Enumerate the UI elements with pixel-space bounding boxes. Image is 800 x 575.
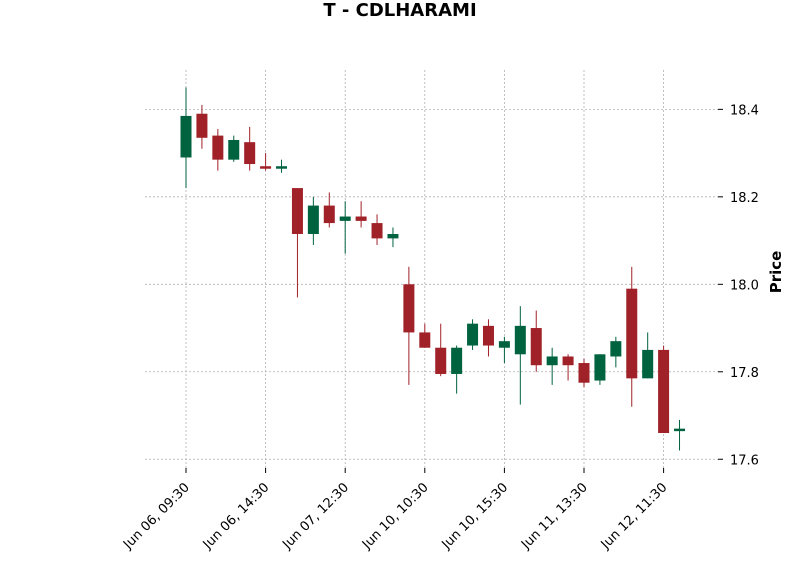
x-tick-label: Jun 06, 09:30 <box>120 480 193 553</box>
x-tick-label: Jun 07, 12:30 <box>279 480 352 553</box>
candle-up <box>180 87 192 189</box>
candle-body <box>594 354 606 381</box>
candle-body <box>674 428 686 432</box>
candle-body <box>403 284 415 333</box>
candle-body <box>355 216 367 221</box>
grid <box>145 70 718 468</box>
y-tick-label: 17.6 <box>730 453 759 468</box>
candle-body <box>307 205 319 235</box>
candle-down <box>260 153 272 171</box>
candle-down <box>658 345 670 434</box>
candle-body <box>578 363 590 383</box>
candle-up <box>546 347 558 385</box>
candle-body <box>228 139 240 160</box>
candle-up <box>467 319 479 350</box>
candle-down <box>419 323 431 348</box>
x-tick-label: Jun 06, 14:30 <box>200 480 273 553</box>
y-tick-label: 18.4 <box>730 103 759 118</box>
candle-up <box>610 336 622 368</box>
candle-body <box>482 325 494 346</box>
candle-down <box>482 319 494 357</box>
candle-down <box>435 323 447 377</box>
candle-up <box>339 201 351 254</box>
candle-up <box>387 227 399 248</box>
candle-body <box>244 142 256 165</box>
candle-body <box>610 341 622 357</box>
candle-body <box>419 332 431 348</box>
candle-down <box>323 192 335 228</box>
candle-down <box>244 126 256 171</box>
candle-down <box>196 104 208 149</box>
candle-up <box>307 196 319 245</box>
candle-body <box>339 216 351 221</box>
candle-up <box>228 135 240 162</box>
candle-down <box>626 266 638 407</box>
candle-up <box>498 336 510 364</box>
candle-up <box>451 345 463 394</box>
y-axis: 17.6 17.8 18.0 18.2 18.4 <box>718 103 759 468</box>
y-tick-label: 18.2 <box>730 191 759 206</box>
candle-up <box>674 419 686 451</box>
x-tick-label: Jun 11, 13:30 <box>518 480 591 553</box>
candle-up <box>642 332 654 379</box>
candle-body <box>276 166 288 169</box>
y-axis-label: Price <box>767 251 785 294</box>
candle-down <box>355 201 367 228</box>
candle-body <box>530 328 542 366</box>
candle-body <box>180 115 192 158</box>
candle-down <box>578 358 590 388</box>
y-tick-label: 18.0 <box>730 278 759 293</box>
candle-body <box>291 188 303 235</box>
candle-body <box>467 323 479 346</box>
x-tick-label: Jun 12, 11:30 <box>598 480 671 553</box>
candle-body <box>196 113 208 138</box>
candle-body <box>642 349 654 379</box>
x-tick-label: Jun 10, 15:30 <box>439 480 512 553</box>
candles <box>180 87 686 451</box>
candle-down <box>371 214 383 245</box>
candle-body <box>371 223 383 239</box>
candle-body <box>562 356 574 366</box>
candle-body <box>260 166 272 169</box>
candle-down <box>562 354 574 381</box>
candle-body <box>323 205 335 224</box>
candle-body <box>626 288 638 379</box>
candle-down <box>530 310 542 372</box>
candle-down <box>403 266 415 385</box>
chart-title: T - CDLHARAMI <box>323 0 477 21</box>
candle-up <box>514 306 526 405</box>
candle-body <box>546 356 558 366</box>
candle-body <box>498 341 510 348</box>
candle-body <box>435 347 447 374</box>
x-axis: Jun 06, 09:30 Jun 06, 14:30 Jun 07, 12:30 J… <box>120 468 670 553</box>
y-tick-label: 17.8 <box>730 366 759 381</box>
candle-down <box>212 129 224 171</box>
x-tick-label: Jun 10, 10:30 <box>359 480 432 553</box>
candle-body <box>212 135 224 160</box>
candle-body <box>514 325 526 355</box>
candle-body <box>387 234 399 239</box>
candle-up <box>276 159 288 173</box>
candle-up <box>594 354 606 385</box>
candle-body <box>451 347 463 374</box>
candle-down <box>291 188 303 298</box>
candle-body <box>658 349 670 434</box>
